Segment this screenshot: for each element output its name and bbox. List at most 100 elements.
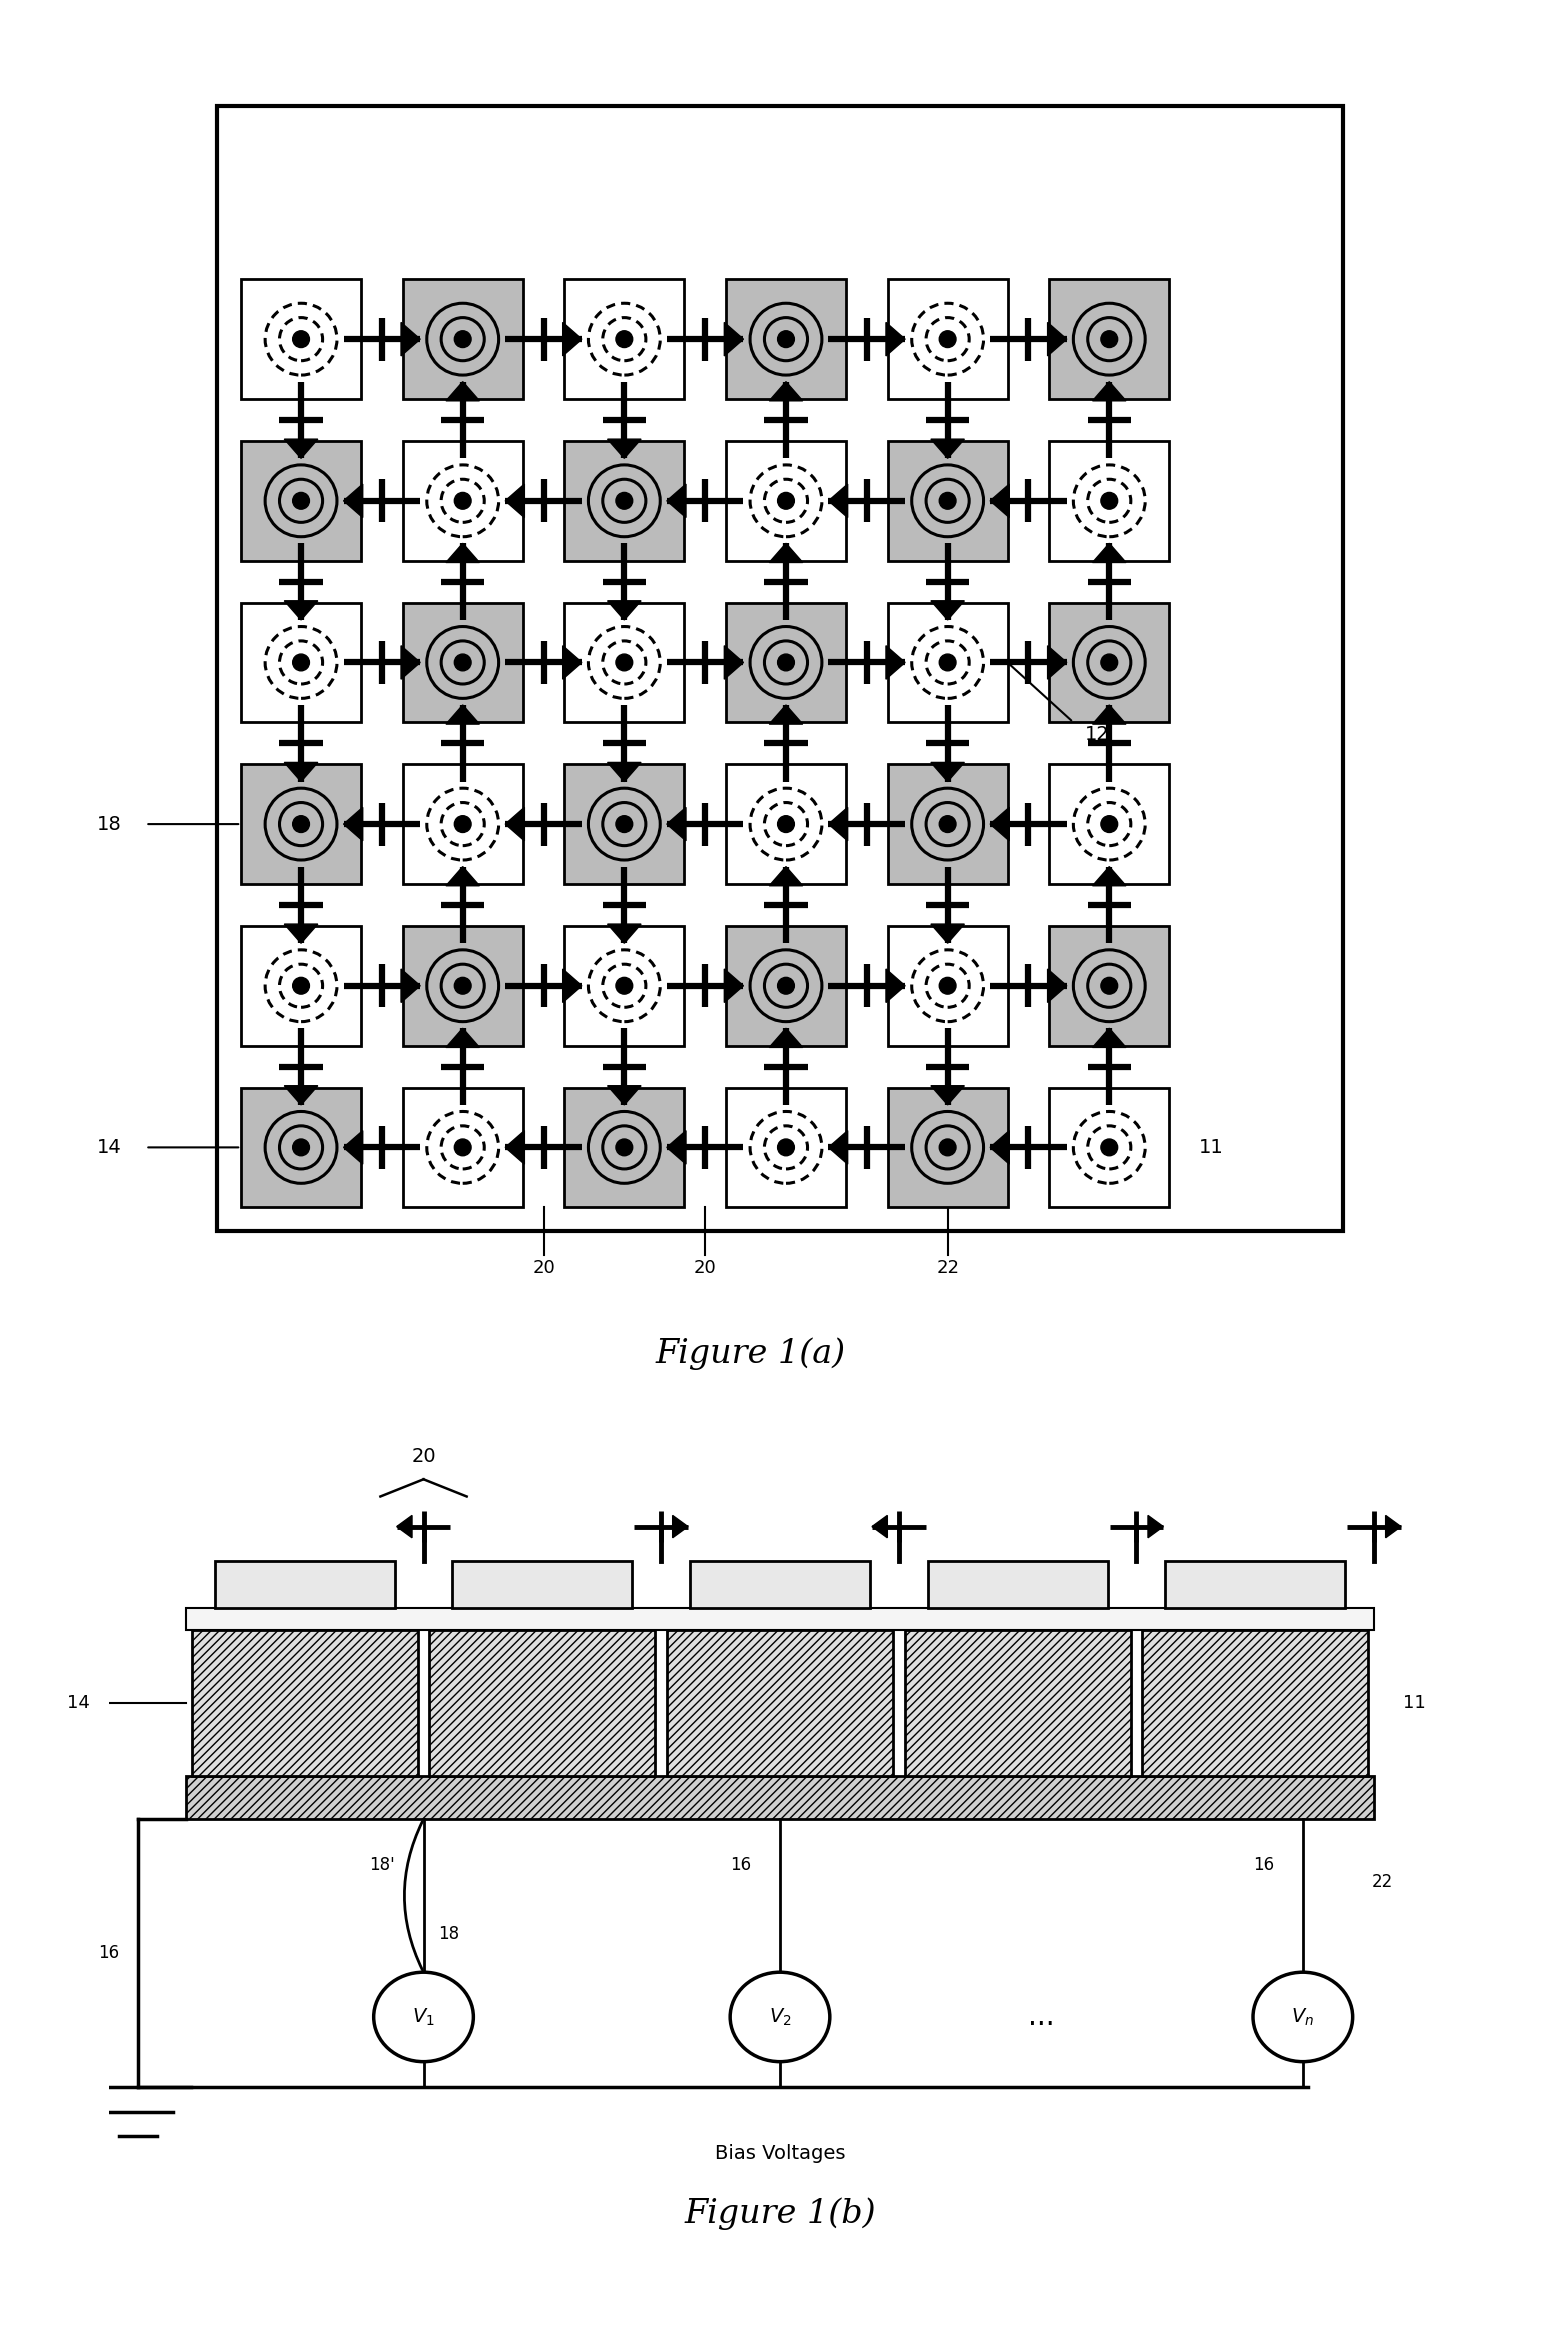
Bar (905, 1630, 1131, 1776)
Polygon shape (446, 1028, 479, 1046)
Polygon shape (672, 1516, 688, 1537)
Polygon shape (401, 323, 420, 356)
Bar (1142, 1630, 1368, 1776)
Polygon shape (1092, 867, 1126, 886)
Circle shape (454, 653, 471, 672)
Bar (242, 602, 360, 723)
Circle shape (1101, 1139, 1117, 1156)
Bar (215, 1560, 395, 1609)
Circle shape (1253, 1972, 1353, 2062)
Circle shape (293, 976, 309, 995)
Circle shape (777, 1139, 794, 1156)
Circle shape (939, 330, 956, 346)
Text: 20: 20 (532, 1260, 555, 1276)
Circle shape (616, 976, 633, 995)
Polygon shape (607, 923, 641, 944)
Circle shape (454, 1139, 471, 1156)
Circle shape (730, 1972, 830, 2062)
Bar (1165, 1560, 1345, 1609)
Text: 16: 16 (1253, 1855, 1275, 1874)
Text: ...: ... (1028, 2002, 1055, 2032)
Polygon shape (505, 807, 524, 842)
Circle shape (1101, 816, 1117, 832)
Circle shape (1101, 330, 1117, 346)
Text: 16: 16 (730, 1855, 752, 1874)
Bar (1050, 602, 1168, 723)
Circle shape (939, 976, 956, 995)
Polygon shape (828, 484, 847, 518)
Polygon shape (931, 923, 964, 944)
Bar (242, 279, 360, 400)
Polygon shape (284, 439, 318, 458)
Bar (888, 925, 1008, 1046)
Polygon shape (446, 381, 479, 400)
Polygon shape (724, 970, 744, 1002)
Bar (725, 1088, 846, 1207)
Polygon shape (284, 923, 318, 944)
Polygon shape (1148, 1516, 1164, 1537)
Polygon shape (991, 484, 1009, 518)
Circle shape (939, 493, 956, 509)
Bar (402, 279, 523, 400)
Polygon shape (769, 1028, 803, 1046)
Polygon shape (343, 807, 363, 842)
Circle shape (777, 330, 794, 346)
Polygon shape (401, 646, 420, 679)
Polygon shape (886, 970, 905, 1002)
Bar (429, 1630, 655, 1776)
Text: 11: 11 (1402, 1695, 1426, 1711)
Polygon shape (563, 646, 582, 679)
Polygon shape (607, 600, 641, 621)
Circle shape (293, 816, 309, 832)
Circle shape (777, 493, 794, 509)
Text: 14: 14 (97, 1137, 122, 1158)
Bar (888, 1088, 1008, 1207)
Polygon shape (1092, 381, 1126, 400)
Bar (565, 1088, 685, 1207)
Polygon shape (563, 323, 582, 356)
Polygon shape (724, 323, 744, 356)
Circle shape (1101, 976, 1117, 995)
Text: $V_{n}$: $V_{n}$ (1292, 2006, 1315, 2027)
Circle shape (777, 653, 794, 672)
Circle shape (939, 1139, 956, 1156)
Polygon shape (1092, 1028, 1126, 1046)
Polygon shape (284, 600, 318, 621)
Polygon shape (563, 970, 582, 1002)
Polygon shape (446, 544, 479, 563)
Bar (725, 279, 846, 400)
Polygon shape (666, 807, 686, 842)
Circle shape (616, 653, 633, 672)
Polygon shape (931, 763, 964, 781)
Circle shape (293, 1139, 309, 1156)
Bar (402, 442, 523, 560)
Polygon shape (1048, 646, 1067, 679)
Circle shape (616, 493, 633, 509)
Polygon shape (666, 484, 686, 518)
Circle shape (616, 330, 633, 346)
Bar (1050, 765, 1168, 884)
Polygon shape (769, 381, 803, 400)
Bar (725, 442, 846, 560)
Bar (402, 925, 523, 1046)
Circle shape (454, 816, 471, 832)
Text: 12: 12 (1086, 725, 1111, 744)
Polygon shape (931, 1086, 964, 1104)
Circle shape (1101, 493, 1117, 509)
Bar (565, 442, 685, 560)
Polygon shape (991, 807, 1009, 842)
Bar (1050, 442, 1168, 560)
Polygon shape (724, 646, 744, 679)
Bar (565, 602, 685, 723)
Bar (725, 602, 846, 723)
Polygon shape (1385, 1516, 1401, 1537)
Circle shape (293, 330, 309, 346)
Bar (725, 925, 846, 1046)
Bar (1050, 1088, 1168, 1207)
Bar (1050, 279, 1168, 400)
Polygon shape (1048, 970, 1067, 1002)
Bar (928, 1560, 1108, 1609)
Polygon shape (1092, 704, 1126, 723)
Text: Figure 1(b): Figure 1(b) (685, 2197, 875, 2230)
Text: 18: 18 (438, 1925, 459, 1944)
